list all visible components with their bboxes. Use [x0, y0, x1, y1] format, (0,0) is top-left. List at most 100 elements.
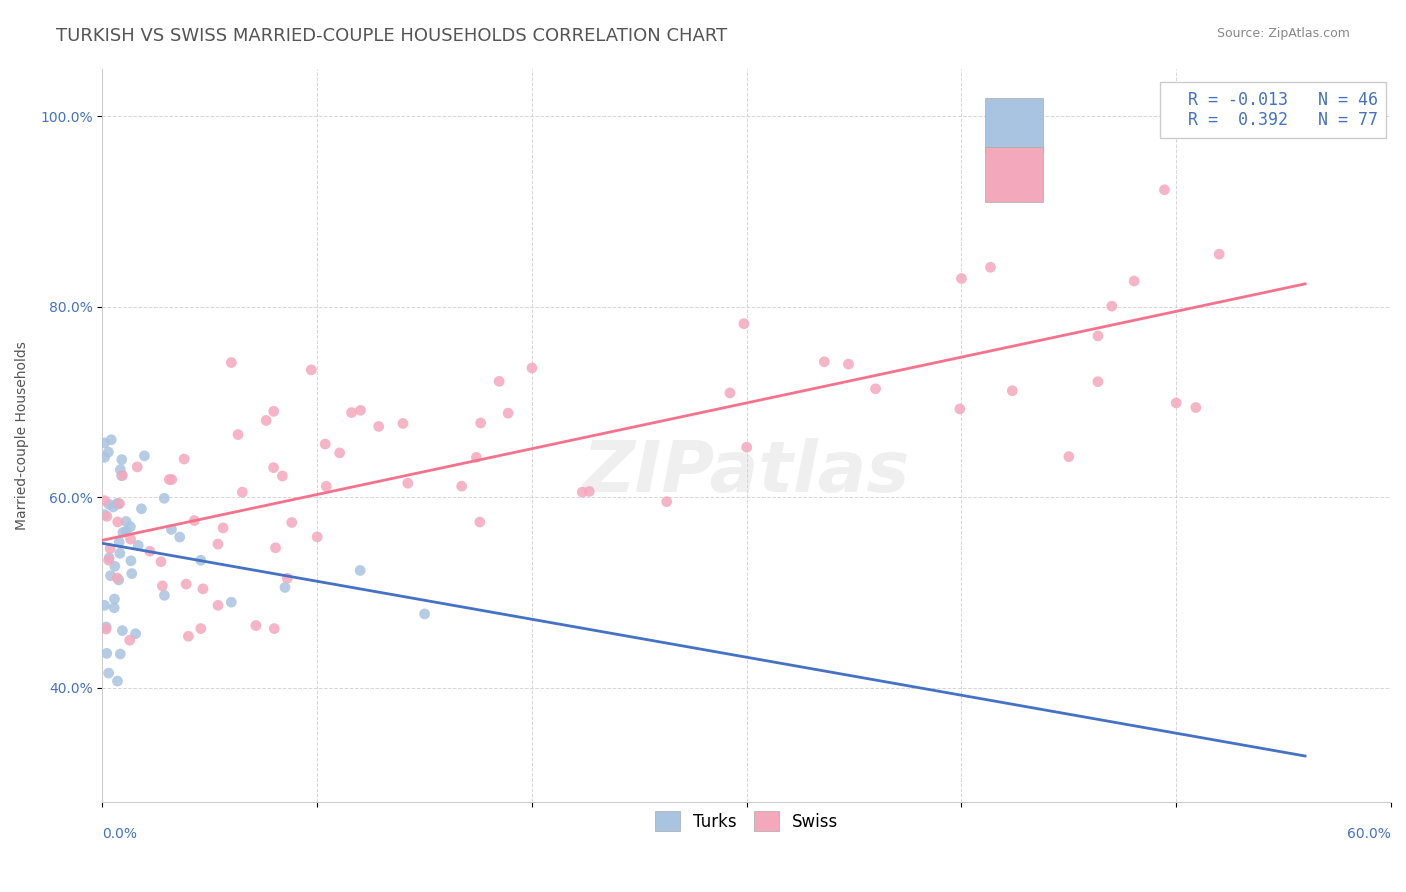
Point — [264, 541, 287, 555]
Point — [120, 554, 142, 568]
Point — [131, 501, 153, 516]
Text: Source: ZipAtlas.com: Source: ZipAtlas.com — [1216, 27, 1350, 40]
Point — [120, 532, 142, 546]
Point — [212, 521, 235, 535]
Text: 0.0%: 0.0% — [103, 827, 138, 841]
Point — [1057, 450, 1080, 464]
Point — [226, 427, 249, 442]
Point — [111, 525, 134, 540]
Point — [105, 571, 128, 585]
Point — [207, 537, 229, 551]
Point — [276, 571, 298, 585]
Text: 60.0%: 60.0% — [1347, 827, 1391, 841]
FancyBboxPatch shape — [986, 98, 1043, 153]
Point — [110, 468, 132, 483]
Point — [271, 469, 294, 483]
Point — [103, 500, 125, 514]
Point — [865, 382, 887, 396]
Point — [221, 595, 243, 609]
Point — [718, 385, 741, 400]
Point — [177, 629, 200, 643]
Point — [813, 355, 835, 369]
Point — [100, 433, 122, 447]
Point — [349, 403, 371, 417]
Point — [1185, 401, 1208, 415]
Point — [173, 452, 195, 467]
Point — [160, 473, 183, 487]
Point — [108, 497, 131, 511]
Point — [97, 553, 120, 567]
Point — [120, 520, 142, 534]
Point — [450, 479, 472, 493]
Point — [221, 355, 243, 369]
Point — [396, 476, 419, 491]
Point — [98, 550, 121, 565]
Point — [190, 622, 212, 636]
Text: ZIPatlas: ZIPatlas — [583, 438, 911, 507]
Point — [315, 479, 337, 493]
Point — [307, 530, 329, 544]
Point — [496, 406, 519, 420]
Point — [150, 555, 173, 569]
Point — [468, 515, 491, 529]
Point — [578, 484, 600, 499]
Point — [655, 494, 678, 508]
Point — [93, 493, 115, 508]
Point — [299, 363, 322, 377]
Point — [488, 374, 510, 388]
Point — [160, 523, 183, 537]
Point — [950, 271, 973, 285]
Point — [110, 647, 132, 661]
Point — [1001, 384, 1024, 398]
Point — [124, 626, 146, 640]
Text: R = -0.013   N = 46
  R =  0.392   N = 77: R = -0.013 N = 46 R = 0.392 N = 77 — [1168, 90, 1378, 129]
Point — [153, 588, 176, 602]
Point — [1087, 329, 1109, 343]
Point — [314, 437, 336, 451]
Point — [1123, 274, 1146, 288]
Point — [281, 516, 304, 530]
Point — [1153, 183, 1175, 197]
Point — [274, 581, 297, 595]
Point — [190, 553, 212, 567]
Point — [96, 509, 118, 524]
Point — [340, 406, 363, 420]
Point — [134, 449, 156, 463]
Point — [118, 633, 141, 648]
Point — [329, 446, 352, 460]
Point — [191, 582, 214, 596]
Point — [263, 460, 285, 475]
Point — [115, 524, 138, 539]
Point — [1087, 375, 1109, 389]
Text: TURKISH VS SWISS MARRIED-COUPLE HOUSEHOLDS CORRELATION CHART: TURKISH VS SWISS MARRIED-COUPLE HOUSEHOL… — [56, 27, 727, 45]
Point — [169, 530, 191, 544]
Point — [103, 600, 125, 615]
Point — [96, 646, 118, 660]
Point — [245, 618, 267, 632]
Point — [1208, 247, 1230, 261]
Point — [98, 541, 121, 556]
Point — [103, 592, 125, 607]
Point — [153, 491, 176, 506]
Point — [115, 515, 138, 529]
Point — [571, 485, 593, 500]
Point — [263, 404, 285, 418]
Point — [121, 566, 143, 581]
Point — [108, 535, 131, 549]
Point — [979, 260, 1001, 275]
Point — [93, 508, 115, 522]
Point — [733, 317, 755, 331]
Point — [183, 514, 205, 528]
Point — [254, 413, 277, 427]
Point — [127, 459, 149, 474]
Point — [97, 666, 120, 681]
Point — [465, 450, 488, 465]
Point — [93, 450, 115, 465]
Point — [104, 559, 127, 574]
Point — [111, 624, 134, 638]
Point — [93, 436, 115, 450]
Point — [392, 417, 415, 431]
Point — [107, 497, 129, 511]
FancyBboxPatch shape — [986, 147, 1043, 202]
Point — [150, 579, 173, 593]
